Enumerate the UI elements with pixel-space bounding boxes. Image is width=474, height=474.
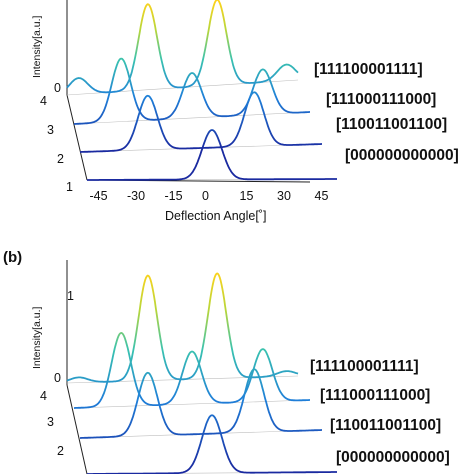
- series-line-000000000000: [87, 129, 337, 181]
- panel-a-depth-axis: [66, 94, 88, 181]
- panel-a-curves: [66, 0, 337, 181]
- gridline-depth-3: [73, 111, 311, 125]
- series-label: [111100001111]: [314, 61, 423, 78]
- x-tick-label: 30: [277, 189, 291, 203]
- series-label: [000000000000]: [336, 449, 450, 466]
- series-label: [110011001100]: [336, 116, 447, 133]
- panel-a: [111100001111] [111000111000] [11001100110…: [31, 0, 459, 223]
- panel-b-curves: [66, 272, 337, 474]
- panel-b-label: (b): [3, 249, 22, 266]
- depth-tick-label: 1: [66, 180, 73, 194]
- depth-tick-label: 4: [40, 94, 47, 108]
- panel-b-gridlines: [66, 375, 338, 474]
- series-line-110011001100: [80, 368, 322, 439]
- series-label: [111100001111]: [310, 358, 419, 375]
- series-line-111100001111: [66, 0, 299, 94]
- x-tick-label: 0: [202, 189, 209, 203]
- series-line-111100001111: [66, 272, 299, 383]
- depth-tick-label: 4: [40, 389, 47, 403]
- panel-a-ylabel: Intensity[a.u.]: [31, 15, 43, 78]
- panel-a-xlabel: Deflection Angle[˚]: [165, 209, 266, 223]
- series-label: [111000111000]: [326, 91, 436, 108]
- z-tick-label: 0: [54, 371, 61, 385]
- x-tick-label: 15: [240, 189, 254, 203]
- panel-b-ylabel: Intensity[a.u.]: [31, 306, 43, 369]
- z-tick-label: 0: [54, 81, 61, 95]
- depth-tick-label: 3: [47, 123, 54, 137]
- series-label: [111000111000]: [320, 387, 430, 404]
- panel-a-ticks: 4 3 21 0 -45 -30 -15 0 15 30 45: [40, 81, 328, 203]
- panel-b-ticks: 43 2 1 0: [40, 289, 74, 458]
- x-tick-label: -15: [165, 189, 183, 203]
- depth-tick-label: 2: [57, 152, 64, 166]
- x-tick-label: -30: [127, 189, 145, 203]
- panel-b-series-labels: [111100001111] [111000111000] [11001100110…: [310, 358, 450, 466]
- panel-b-depth-axis: [66, 384, 88, 474]
- panel-b: (b) [111100001111] [111000111000] [1100110…: [3, 249, 450, 474]
- panel-a-gridlines: [66, 79, 338, 181]
- depth-tick-label: 3: [47, 415, 54, 429]
- series-label: [000000000000]: [345, 147, 459, 164]
- z-tick-label: 1: [67, 289, 74, 303]
- series-line-111000111000: [74, 57, 310, 125]
- x-tick-label: -45: [90, 189, 108, 203]
- series-line-111000111000: [74, 332, 310, 409]
- depth-tick-label: 2: [57, 444, 64, 458]
- panel-a-series-labels: [111100001111] [111000111000] [11001100110…: [314, 61, 459, 164]
- gridline-depth-3: [73, 399, 311, 409]
- series-line-000000000000: [87, 414, 337, 474]
- panel-b-axes: [66, 260, 88, 474]
- x-tick-label: 45: [315, 189, 329, 203]
- series-line-110011001100: [80, 91, 322, 153]
- series-label: [110011001100]: [330, 417, 441, 434]
